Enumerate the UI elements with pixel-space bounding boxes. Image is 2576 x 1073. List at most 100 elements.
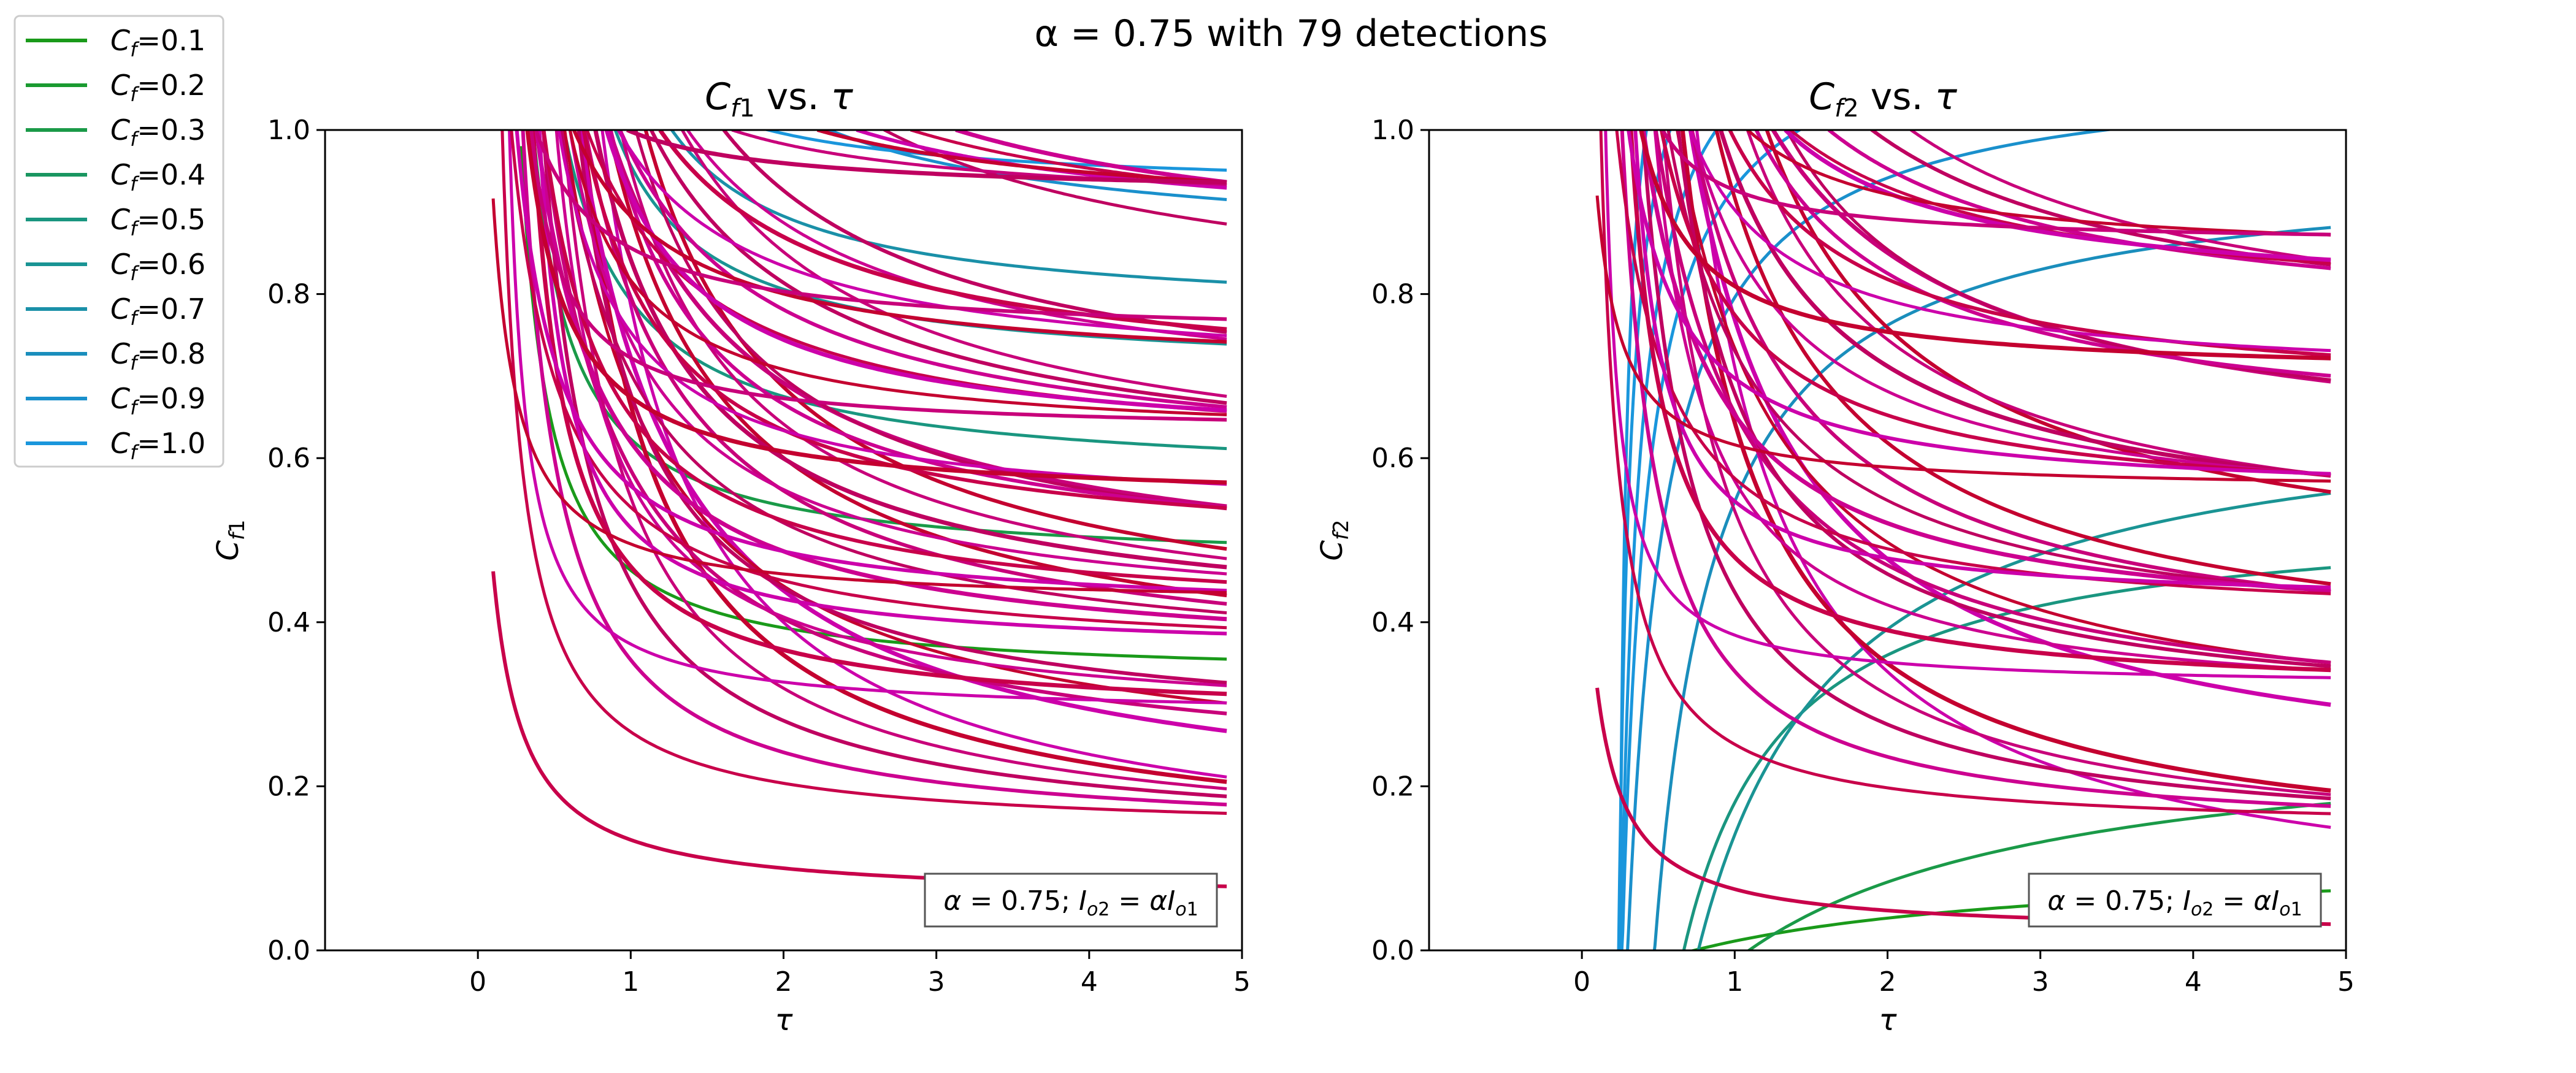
legend-label: Cf=0.3 xyxy=(110,113,205,151)
detection-curve xyxy=(510,130,1227,630)
detection-curve xyxy=(1615,130,2331,595)
detection-curve xyxy=(559,130,1227,614)
y-tick-label: 0.2 xyxy=(1371,771,1414,802)
detection-curve xyxy=(1676,130,2331,665)
detection-curve xyxy=(1870,130,2331,267)
detection-curve xyxy=(521,130,1227,807)
detection-curve xyxy=(537,130,1227,636)
detection-curve xyxy=(2348,114,2505,131)
panel-cf1-annotation: α = 0.75; Io2 = αIo1 xyxy=(924,873,1218,928)
detection-curve xyxy=(1641,130,2331,593)
detection-curve xyxy=(515,130,1227,593)
detection-curve xyxy=(1653,130,2331,672)
legend-label: Cf=1.0 xyxy=(110,427,205,464)
y-tick-label: 1.0 xyxy=(267,115,310,146)
detection-curve xyxy=(1746,130,2331,237)
detection-curve xyxy=(531,130,1227,697)
detection-curve xyxy=(1633,130,2331,589)
detection-curve xyxy=(577,130,1227,685)
detection-curve xyxy=(1659,130,2331,477)
panel-cf1-xlabel: τ xyxy=(775,1003,794,1037)
detection-curve xyxy=(1690,130,2331,594)
legend-label: Cf=0.6 xyxy=(110,248,205,285)
x-tick-label: 4 xyxy=(1081,966,1098,998)
detection-curve xyxy=(1628,130,2331,673)
x-tick-label: 0 xyxy=(1573,966,1590,998)
detection-curve xyxy=(1909,130,2331,263)
cf-family-curve xyxy=(670,130,1227,284)
legend-entry: Cf=0.9 xyxy=(26,382,205,419)
x-tick-label: 5 xyxy=(2337,966,2355,998)
y-tick-label: 0.4 xyxy=(1371,607,1414,638)
detection-curve xyxy=(1676,130,2331,668)
legend-label: Cf=0.9 xyxy=(110,382,205,419)
x-tick-label: 3 xyxy=(928,966,945,998)
y-tick-label: 0.8 xyxy=(1371,279,1414,310)
detection-curve xyxy=(542,130,1227,584)
detection-curve xyxy=(625,130,1227,185)
legend-entry: Cf=0.8 xyxy=(26,337,205,375)
y-tick-label: 0.6 xyxy=(267,443,310,474)
panel-cf1-title: Cf1 vs. τ xyxy=(705,75,853,123)
panel-cf1-curves xyxy=(491,130,1227,888)
y-tick-label: 0.6 xyxy=(1371,443,1414,474)
x-tick-label: 5 xyxy=(1233,966,1251,998)
detection-curve xyxy=(1661,130,2331,796)
legend-label: Cf=0.8 xyxy=(110,337,205,375)
y-tick-label: 1.0 xyxy=(1371,115,1414,146)
detection-curve xyxy=(541,130,1227,798)
cf-family-curve xyxy=(1696,491,2331,950)
detection-curve xyxy=(557,130,1227,486)
detection-curve xyxy=(954,130,1227,185)
detection-curve xyxy=(569,130,1227,416)
detection-curve xyxy=(491,198,1227,594)
legend-entry: Cf=0.1 xyxy=(26,24,205,61)
x-tick-label: 3 xyxy=(2032,966,2049,998)
x-tick-label: 0 xyxy=(469,966,486,998)
cf-family-curve xyxy=(519,146,1227,661)
x-tick-label: 2 xyxy=(775,966,792,998)
detection-curve xyxy=(529,130,1227,422)
x-tick-label: 2 xyxy=(1879,966,1896,998)
panel-cf2-annotation: α = 0.75; Io2 = αIo1 xyxy=(2028,873,2322,928)
detection-curve xyxy=(508,130,1227,705)
detection-curve xyxy=(722,130,1227,334)
legend-label: Cf=0.7 xyxy=(110,292,205,330)
y-tick-label: 0.0 xyxy=(267,935,310,966)
svg-text:α = 0.75; Io2 = αIo1: α = 0.75; Io2 = αIo1 xyxy=(2047,885,2302,920)
legend-entry: Cf=0.3 xyxy=(26,113,205,151)
legend-entry: Cf=0.7 xyxy=(26,292,205,330)
detection-curve xyxy=(1641,130,2331,801)
panel-cf2-curves xyxy=(1595,114,2576,950)
detection-curve xyxy=(1620,130,2331,808)
x-tick-label: 4 xyxy=(2185,966,2202,998)
y-tick-label: 0.2 xyxy=(267,771,310,802)
detection-curve xyxy=(1746,130,2331,478)
panel-cf2: Cf2 vs. τ 0 1 2 3 4 5 0.0 0.2 0.4 0.6 0.8 1.0 τ Cf2… xyxy=(1315,75,2576,1037)
panel-cf1-ylabel: Cf1 xyxy=(211,519,250,560)
cf-family-curve xyxy=(1746,801,2331,950)
detection-curve xyxy=(534,130,1227,321)
detection-curve xyxy=(1661,130,2331,237)
detection-curve xyxy=(500,130,1227,815)
legend-entry: Cf=0.6 xyxy=(26,248,205,285)
detection-curve xyxy=(525,130,1227,485)
svg-text:α = 0.75; Io2 = αIo1: α = 0.75; Io2 = αIo1 xyxy=(943,885,1198,920)
cf-family-curve xyxy=(1626,130,2118,950)
cf-family-curve xyxy=(531,130,1227,544)
detection-curve xyxy=(618,130,1227,409)
y-tick-label: 0.0 xyxy=(1371,935,1414,966)
detection-curve xyxy=(1654,130,2331,665)
panel-cf2-xlabel: τ xyxy=(1879,1003,1898,1037)
detection-curve xyxy=(604,130,1227,413)
detection-curve xyxy=(643,130,1227,551)
detection-curve xyxy=(1639,130,2331,361)
x-tick-label: 1 xyxy=(1726,966,1743,998)
panel-cf1: Cf1 vs. τ 0 1 2 3 4 5 0.0 0.2 0.4 0.6 0.8 1.0 τ Cf1… xyxy=(211,75,1251,1037)
detection-curve xyxy=(681,130,1227,398)
detection-curve xyxy=(1783,130,2331,262)
detection-curve xyxy=(1604,130,2331,679)
detection-curve xyxy=(686,130,1227,341)
detection-curve xyxy=(2559,114,2576,130)
detection-curve xyxy=(1627,130,2331,476)
